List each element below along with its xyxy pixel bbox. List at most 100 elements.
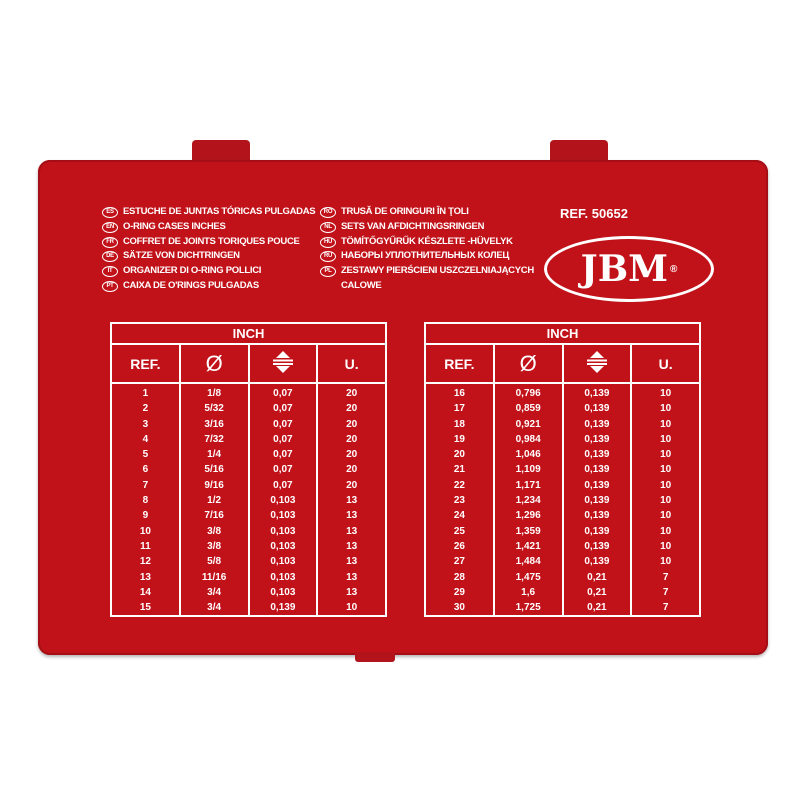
table-cell: 0,139 — [561, 401, 633, 417]
table-cell: 1,046 — [492, 447, 564, 463]
table-cell: 0,07 — [247, 447, 319, 463]
thickness-arrows-icon — [561, 344, 633, 384]
table-row: 1 1/8 0,07 20 — [110, 383, 387, 402]
table-cell: 0,139 — [561, 493, 633, 509]
table-cell: 3/4 — [178, 600, 250, 617]
table-row: 14 3/4 0,103 13 — [110, 584, 387, 601]
unit-header: INCH — [424, 323, 701, 345]
table-row: 30 1,725 0,21 7 — [424, 600, 701, 617]
language-text: TRUSĂ DE ORINGURI ÎN ŢOLI — [341, 206, 469, 217]
language-line: ES ESTUCHE DE JUNTAS TÓRICAS PULGADAS — [102, 205, 316, 220]
table-cell: 10 — [630, 523, 701, 539]
table-cell: 0,859 — [492, 401, 564, 417]
language-text: ESTUCHE DE JUNTAS TÓRICAS PULGADAS — [123, 206, 316, 217]
table-cell: 0,139 — [561, 462, 633, 478]
table-cell: 10 — [630, 383, 701, 402]
language-code-badge: IT — [102, 266, 118, 278]
table-cell: 16 — [424, 383, 495, 402]
table-cell: 0,07 — [247, 416, 319, 432]
table-cell: 1/4 — [178, 447, 250, 463]
table-cell: 10 — [630, 508, 701, 524]
table-row: 5 1/4 0,07 20 — [110, 447, 387, 463]
table-cell: 13 — [316, 508, 387, 524]
table-cell: 10 — [630, 416, 701, 432]
table-cell: 1,725 — [492, 600, 564, 617]
table-cell: 5/8 — [178, 554, 250, 570]
table-cell: 23 — [424, 493, 495, 509]
table-cell: 3/4 — [178, 584, 250, 601]
table-cell: 24 — [424, 508, 495, 524]
table-cell: 17 — [424, 401, 495, 417]
quantity-column-header: U. — [316, 344, 387, 384]
table-cell: 26 — [424, 538, 495, 555]
table-cell: 9 — [110, 508, 181, 524]
logo-text: JBM — [580, 248, 668, 290]
language-line: IT ORGANIZER DI O-RING POLLICI — [102, 264, 315, 279]
table-cell: 22 — [424, 477, 495, 494]
table-cell: 13 — [316, 569, 387, 585]
table-row: 20 1,046 0,139 10 — [424, 447, 701, 463]
language-text: ZESTAWY PIERŚCIENI USZCZELNIAJĄCYCH CALO… — [341, 265, 534, 291]
table-cell: 13 — [316, 584, 387, 601]
table-cell: 1/8 — [178, 383, 250, 402]
language-text: COFFRET DE JOINTS TORIQUES POUCE — [123, 235, 300, 247]
reference-number: REF. 50652 — [560, 206, 628, 221]
table-row: 12 5/8 0,103 13 — [110, 554, 387, 570]
language-line: RU НАБОРЫ УПЛОТНИТЕЛЬНЫХ КОЛЕЦ — [320, 249, 550, 264]
diameter-column-header: Ø — [178, 344, 250, 384]
language-code-badge: EN — [102, 221, 118, 233]
language-code-badge: ES — [102, 207, 118, 218]
quantity-column-header: U. — [630, 344, 701, 384]
language-code-badge: FR — [102, 236, 118, 248]
case-latch[interactable] — [355, 652, 395, 662]
table-cell: 30 — [424, 600, 495, 617]
language-text: ORGANIZER DI O-RING POLLICI — [123, 265, 262, 277]
table-cell: 8 — [110, 493, 181, 509]
table-cell: 28 — [424, 569, 495, 585]
table-cell: 10 — [630, 447, 701, 463]
table-cell: 0,984 — [492, 431, 564, 448]
language-line: PT CAIXA DE O'RINGS PULGADAS — [102, 279, 315, 294]
table-cell: 10 — [110, 523, 181, 539]
table-cell: 13 — [316, 523, 387, 539]
table-cell: 3/8 — [178, 523, 250, 539]
language-list-right: RO TRUSĂ DE ORINGURI ÎN ŢOLI NL SETS VAN AF… — [320, 205, 550, 294]
table-row: 23 1,234 0,139 10 — [424, 493, 701, 509]
table-cell: 0,139 — [561, 383, 633, 402]
table-cell: 0,139 — [561, 523, 633, 539]
table-cell: 7/16 — [178, 508, 250, 524]
table-cell: 0,139 — [561, 416, 633, 432]
table-cell: 0,103 — [247, 569, 319, 585]
table-cell: 0,139 — [561, 554, 633, 570]
table-cell: 10 — [630, 477, 701, 494]
table-row: 9 7/16 0,103 13 — [110, 508, 387, 524]
table-row: 15 3/4 0,139 10 — [110, 600, 387, 617]
table-cell: 0,921 — [492, 416, 564, 432]
table-cell: 10 — [630, 401, 701, 417]
table-cell: 2 — [110, 401, 181, 417]
size-table-right: INCH REF. Ø U. 16 0,796 0,139 10 17 0,859 0,139… — [424, 322, 701, 618]
table-row: 8 1/2 0,103 13 — [110, 493, 387, 509]
unit-header: INCH — [110, 323, 387, 345]
table-cell: 0,139 — [561, 447, 633, 463]
table-cell: 7 — [110, 477, 181, 494]
table-cell: 5 — [110, 447, 181, 463]
language-code-badge: DE — [102, 251, 118, 263]
table-cell: 0,139 — [561, 477, 633, 494]
table-cell: 13 — [316, 538, 387, 555]
table-cell: 0,139 — [561, 538, 633, 555]
language-text: O-RING CASES INCHES — [123, 220, 226, 232]
table-row: 26 1,421 0,139 10 — [424, 538, 701, 555]
table-row: 21 1,109 0,139 10 — [424, 462, 701, 478]
table-row: 27 1,484 0,139 10 — [424, 554, 701, 570]
table-cell: 1 — [110, 383, 181, 402]
table-row: 10 3/8 0,103 13 — [110, 523, 387, 539]
table-cell: 13 — [316, 493, 387, 509]
table-cell: 0,21 — [561, 569, 633, 585]
table-cell: 0,103 — [247, 538, 319, 555]
language-code-badge: NL — [320, 221, 336, 233]
language-line: FR COFFRET DE JOINTS TORIQUES POUCE — [102, 235, 315, 250]
table-row: 24 1,296 0,139 10 — [424, 508, 701, 524]
language-code-badge: PL — [320, 266, 336, 278]
language-line: PL ZESTAWY PIERŚCIENI USZCZELNIAJĄCYCH CA… — [320, 264, 550, 294]
